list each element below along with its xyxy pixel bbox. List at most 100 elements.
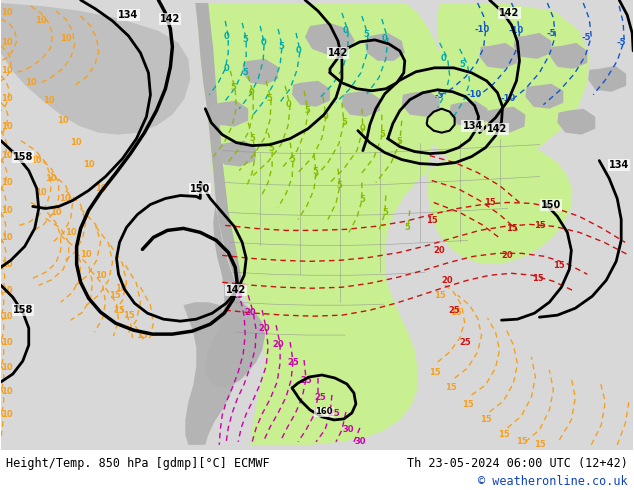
Text: 5: 5: [460, 60, 465, 69]
Text: 10: 10: [1, 363, 13, 371]
Text: 20: 20: [244, 308, 256, 317]
Text: 10: 10: [25, 78, 37, 87]
Text: 10: 10: [57, 116, 68, 125]
Text: 25: 25: [300, 375, 312, 385]
Text: 142: 142: [488, 123, 508, 134]
Polygon shape: [514, 33, 552, 59]
Polygon shape: [450, 101, 488, 127]
Text: 30: 30: [354, 438, 366, 446]
Text: -10: -10: [475, 25, 490, 34]
Text: 0: 0: [223, 64, 229, 74]
Polygon shape: [242, 59, 278, 85]
Text: 10: 10: [65, 228, 77, 237]
Text: 15: 15: [462, 400, 474, 410]
Text: 10: 10: [1, 312, 13, 320]
Text: 15: 15: [113, 306, 124, 315]
Polygon shape: [292, 81, 330, 107]
Text: 10: 10: [1, 122, 13, 131]
Text: -10: -10: [501, 94, 516, 103]
Text: 142: 142: [328, 48, 348, 58]
Text: 158: 158: [13, 305, 33, 315]
Text: 10: 10: [1, 260, 13, 269]
Text: 142: 142: [500, 8, 520, 18]
Text: 20: 20: [442, 276, 453, 285]
Polygon shape: [557, 109, 595, 135]
Text: 15: 15: [531, 274, 543, 283]
Text: 15: 15: [498, 430, 509, 440]
Polygon shape: [342, 91, 380, 117]
Text: 20: 20: [258, 323, 270, 333]
Text: 0: 0: [323, 112, 329, 121]
Text: 15: 15: [445, 384, 456, 392]
Text: 5: 5: [242, 35, 248, 45]
Polygon shape: [402, 91, 439, 117]
Text: 25: 25: [460, 338, 472, 346]
Text: 15: 15: [108, 291, 120, 300]
Text: 142: 142: [160, 14, 181, 24]
Text: 0: 0: [441, 54, 446, 63]
Text: -10: -10: [467, 90, 482, 99]
Text: 10: 10: [1, 66, 13, 75]
Text: 10: 10: [115, 284, 126, 293]
Text: 25: 25: [314, 393, 326, 402]
Text: 10: 10: [30, 156, 42, 165]
Polygon shape: [183, 302, 238, 445]
Text: 5: 5: [230, 83, 236, 92]
Text: 10: 10: [1, 411, 13, 419]
Text: 15: 15: [505, 224, 517, 233]
Text: 5: 5: [336, 181, 342, 190]
Text: 5: 5: [359, 195, 365, 204]
Text: 0: 0: [285, 100, 291, 109]
Text: 25: 25: [328, 410, 340, 418]
Text: 10: 10: [94, 184, 107, 193]
Text: 10: 10: [50, 208, 61, 217]
Text: 15: 15: [534, 221, 545, 230]
Text: 5: 5: [379, 130, 385, 139]
Text: 10: 10: [1, 233, 13, 242]
Text: 15: 15: [534, 441, 545, 449]
Text: -5: -5: [616, 38, 626, 48]
Text: 10: 10: [59, 194, 70, 203]
Text: 160: 160: [315, 407, 333, 416]
Text: 5: 5: [312, 167, 318, 176]
Text: 0: 0: [360, 124, 366, 133]
Text: 10: 10: [83, 160, 94, 169]
Text: 15: 15: [231, 291, 243, 300]
Polygon shape: [526, 84, 564, 109]
Text: 10: 10: [80, 250, 91, 259]
Text: 134: 134: [462, 121, 482, 131]
Text: 15: 15: [484, 198, 495, 207]
Polygon shape: [305, 23, 355, 55]
Text: 15: 15: [429, 368, 441, 376]
Text: 0: 0: [343, 26, 349, 35]
Polygon shape: [216, 141, 256, 167]
Text: 5: 5: [341, 118, 347, 127]
Text: 158: 158: [13, 151, 33, 162]
Text: 10: 10: [1, 388, 13, 396]
Text: 5: 5: [304, 106, 310, 115]
Text: -5: -5: [435, 91, 444, 100]
Text: Th 23-05-2024 06:00 UTC (12+42): Th 23-05-2024 06:00 UTC (12+42): [407, 457, 628, 470]
Text: 0: 0: [223, 32, 229, 41]
Polygon shape: [550, 43, 587, 69]
Text: 30: 30: [342, 425, 354, 434]
Text: 20: 20: [272, 340, 284, 348]
Polygon shape: [365, 33, 404, 61]
Polygon shape: [486, 107, 526, 133]
Text: 25: 25: [449, 306, 460, 315]
Polygon shape: [1, 3, 190, 135]
Text: -5: -5: [547, 29, 556, 38]
Text: 5: 5: [249, 134, 255, 143]
Text: 10: 10: [1, 338, 13, 346]
Text: 15: 15: [434, 291, 446, 300]
Text: 15: 15: [450, 308, 462, 317]
Text: 0: 0: [382, 34, 388, 44]
Polygon shape: [430, 3, 589, 166]
Text: 15: 15: [426, 216, 437, 225]
Text: Height/Temp. 850 hPa [gdmp][°C] ECMWF: Height/Temp. 850 hPa [gdmp][°C] ECMWF: [6, 457, 269, 470]
Text: 10: 10: [1, 286, 13, 295]
Text: 142: 142: [226, 285, 247, 295]
Text: 5: 5: [266, 94, 272, 103]
Text: 15: 15: [480, 416, 491, 424]
Text: 5: 5: [289, 155, 295, 164]
